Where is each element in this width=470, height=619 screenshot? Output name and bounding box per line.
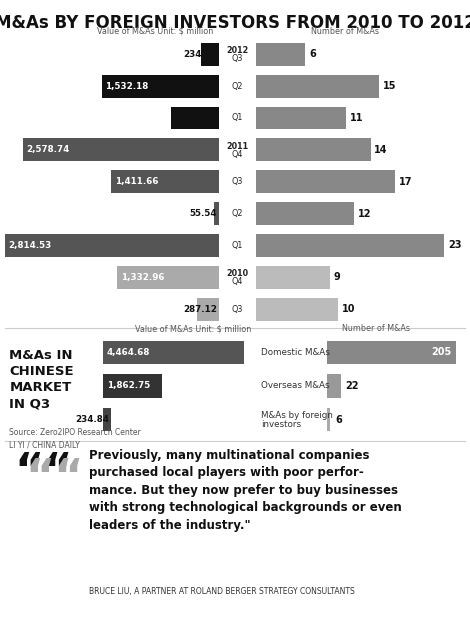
Text: Q1: Q1: [232, 113, 243, 123]
Text: Number of M&As: Number of M&As: [312, 27, 379, 36]
Text: Number of M&As: Number of M&As: [342, 324, 410, 333]
Text: 4,464.68: 4,464.68: [107, 348, 150, 357]
Text: BRUCE LIU, A PARTNER AT ROLAND BERGER STRATEGY CONSULTANTS: BRUCE LIU, A PARTNER AT ROLAND BERGER ST…: [89, 587, 355, 596]
Text: Q1: Q1: [232, 241, 243, 250]
Text: Value of M&As Unit: $ million: Value of M&As Unit: $ million: [134, 324, 251, 333]
Text: Domestic M&As: Domestic M&As: [261, 348, 330, 357]
Text: ““: ““: [14, 451, 72, 493]
Text: 15: 15: [383, 81, 396, 91]
Text: 14: 14: [374, 145, 388, 155]
Text: 1,532.18: 1,532.18: [105, 82, 149, 90]
Text: 6: 6: [309, 50, 316, 59]
Text: 287.12: 287.12: [183, 305, 217, 314]
Text: 1,862.75: 1,862.75: [107, 381, 150, 391]
Text: 12: 12: [358, 209, 371, 219]
Text: 2,578.74: 2,578.74: [26, 145, 69, 154]
Text: Previously, many multinational companies
purchased local players with poor perfo: Previously, many multinational companies…: [89, 449, 402, 532]
Text: 2,814.53: 2,814.53: [8, 241, 51, 250]
Text: 11: 11: [350, 113, 363, 123]
Text: 234.84: 234.84: [183, 50, 217, 59]
Text: Q3: Q3: [232, 305, 243, 314]
Text: 23: 23: [448, 240, 462, 250]
Text: 205: 205: [431, 347, 451, 357]
Text: 2012: 2012: [226, 46, 249, 55]
Text: Source: Zero2IPO Research Center
LI YI / CHINA DAILY: Source: Zero2IPO Research Center LI YI /…: [9, 428, 141, 450]
Text: M&As IN
CHINESE
MARKET
IN Q3: M&As IN CHINESE MARKET IN Q3: [9, 349, 74, 410]
Text: 55.54: 55.54: [189, 209, 217, 218]
Text: ““: ““: [26, 457, 84, 500]
Text: Q4: Q4: [232, 150, 243, 158]
Text: 2011: 2011: [226, 142, 249, 150]
Text: Q3: Q3: [232, 177, 243, 186]
Text: 9: 9: [334, 272, 340, 282]
Text: 2010: 2010: [226, 269, 249, 278]
Text: 22: 22: [345, 381, 359, 391]
Text: Q3: Q3: [232, 54, 243, 63]
Text: Q2: Q2: [232, 209, 243, 218]
Text: 6: 6: [335, 415, 342, 425]
Text: M&As by foreign: M&As by foreign: [261, 412, 333, 420]
Text: Value of M&As Unit: $ million: Value of M&As Unit: $ million: [97, 27, 213, 36]
Text: 10: 10: [342, 304, 355, 314]
Text: 1,411.66: 1,411.66: [115, 177, 158, 186]
Text: 627.27: 627.27: [183, 113, 217, 123]
Text: Overseas M&As: Overseas M&As: [261, 381, 329, 391]
Text: Q4: Q4: [232, 277, 243, 286]
Text: 1,332.96: 1,332.96: [121, 273, 164, 282]
Text: investors: investors: [261, 420, 301, 429]
Text: M&As BY FOREIGN INVESTORS FROM 2010 TO 2012: M&As BY FOREIGN INVESTORS FROM 2010 TO 2…: [0, 14, 470, 32]
Text: Q2: Q2: [232, 82, 243, 90]
Text: 234.84: 234.84: [76, 415, 110, 424]
Text: 17: 17: [399, 176, 412, 187]
